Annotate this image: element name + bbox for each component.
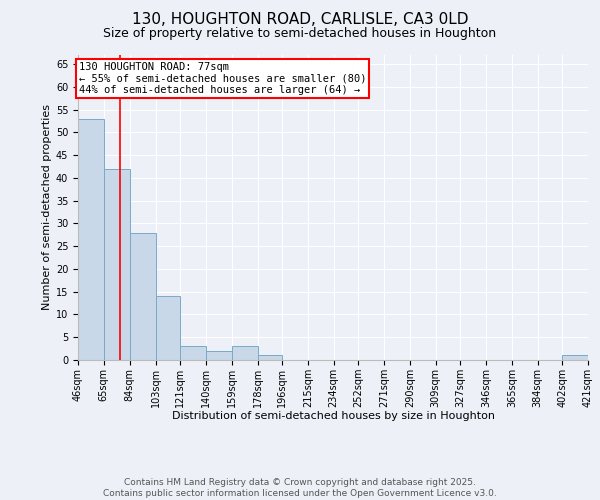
Bar: [155, 296, 180, 360]
Bar: [78, 118, 104, 360]
Bar: [562, 356, 588, 360]
Bar: [104, 169, 130, 360]
Text: 130 HOUGHTON ROAD: 77sqm
← 55% of semi-detached houses are smaller (80)
44% of s: 130 HOUGHTON ROAD: 77sqm ← 55% of semi-d…: [79, 62, 366, 95]
Text: Size of property relative to semi-detached houses in Houghton: Size of property relative to semi-detach…: [103, 28, 497, 40]
Bar: [232, 346, 257, 360]
Bar: [130, 232, 155, 360]
X-axis label: Distribution of semi-detached houses by size in Houghton: Distribution of semi-detached houses by …: [172, 412, 494, 422]
Bar: [206, 351, 232, 360]
Text: 130, HOUGHTON ROAD, CARLISLE, CA3 0LD: 130, HOUGHTON ROAD, CARLISLE, CA3 0LD: [132, 12, 468, 28]
Text: Contains HM Land Registry data © Crown copyright and database right 2025.
Contai: Contains HM Land Registry data © Crown c…: [103, 478, 497, 498]
Y-axis label: Number of semi-detached properties: Number of semi-detached properties: [41, 104, 52, 310]
Bar: [180, 346, 206, 360]
Bar: [257, 356, 282, 360]
